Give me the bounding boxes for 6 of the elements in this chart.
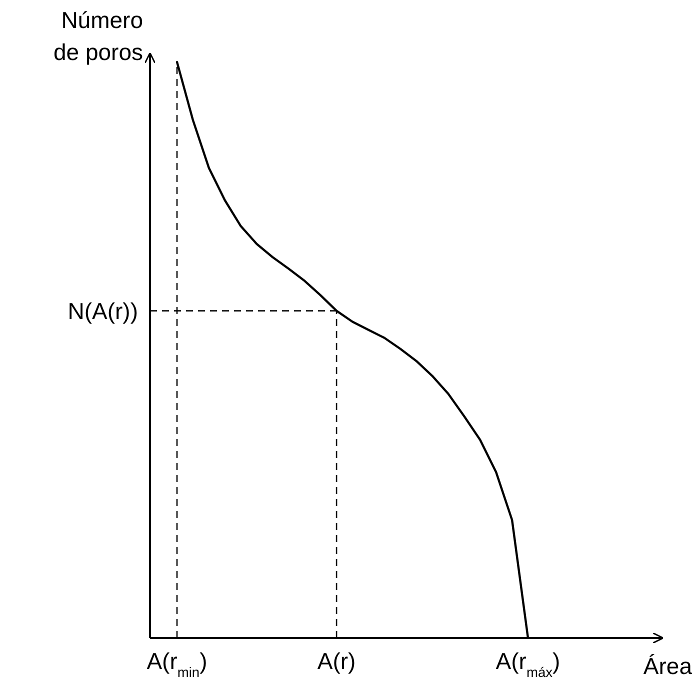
x-tick-label: A(r) <box>317 648 356 674</box>
x-axis-title: Área <box>643 653 692 679</box>
x-tick-label: A(r$_{máx}$) <box>496 648 560 680</box>
y-axis-title: Número de poros <box>53 7 143 65</box>
ref-line-label: N(A(r)) <box>68 298 138 324</box>
x-tick-label: A(r$_{min}$) <box>146 648 208 680</box>
